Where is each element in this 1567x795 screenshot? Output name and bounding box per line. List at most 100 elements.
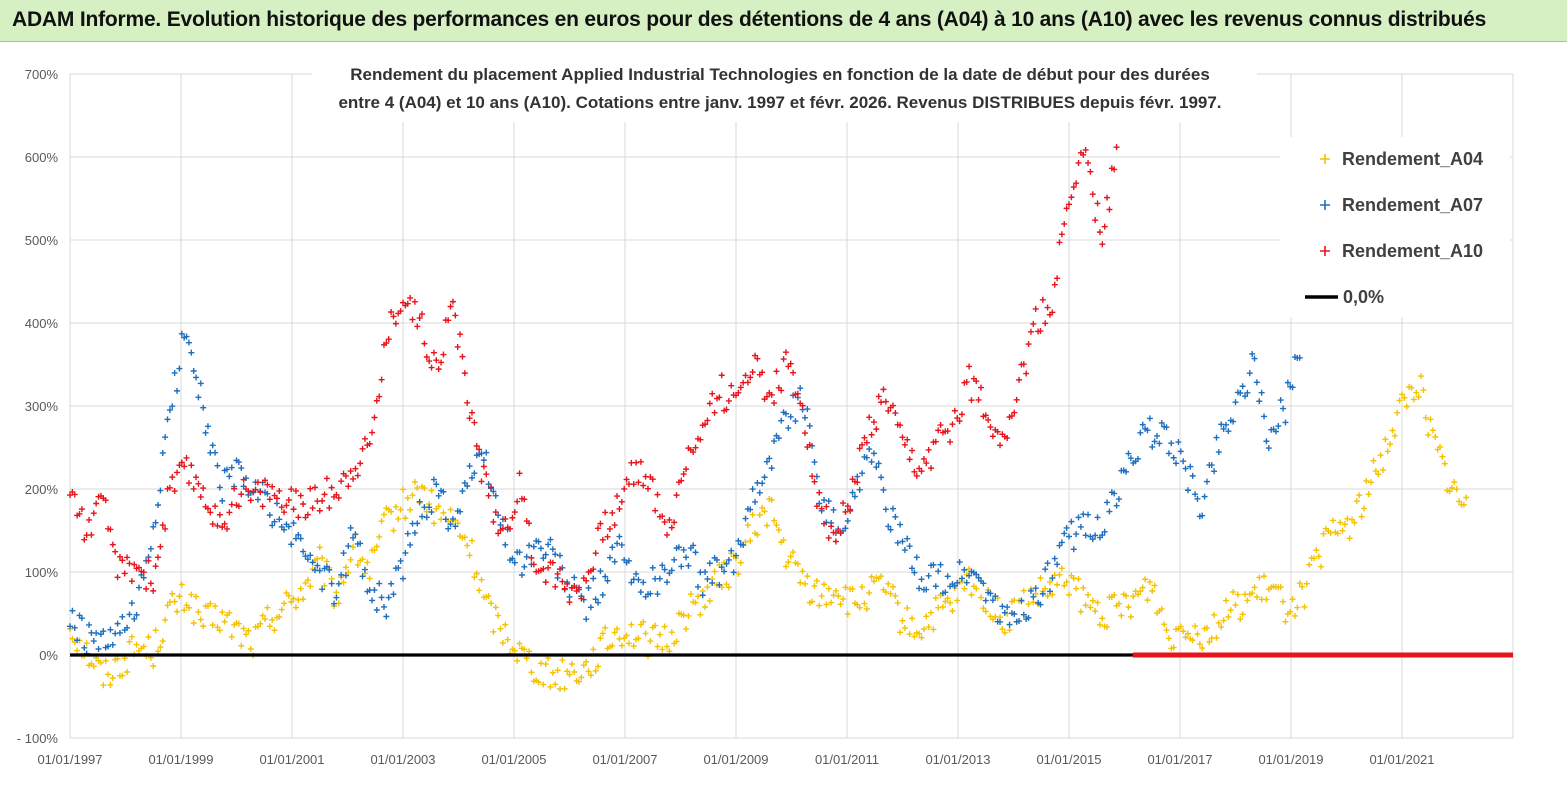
- data-point: [1358, 513, 1365, 520]
- data-point: [664, 531, 671, 538]
- data-point: [81, 536, 88, 543]
- data-point: [913, 472, 920, 479]
- data-point: [678, 563, 685, 570]
- data-point: [899, 538, 906, 545]
- data-point: [1149, 587, 1156, 594]
- data-point: [176, 365, 183, 372]
- data-point: [785, 425, 792, 432]
- data-point: [516, 470, 523, 477]
- data-point: [169, 474, 176, 481]
- data-point: [181, 607, 188, 614]
- data-point: [1206, 638, 1213, 645]
- data-point: [723, 560, 730, 567]
- data-point: [666, 516, 673, 523]
- data-point: [718, 372, 725, 379]
- data-point: [109, 641, 116, 648]
- data-point: [378, 594, 385, 601]
- data-point: [492, 604, 499, 611]
- data-point: [1234, 591, 1241, 598]
- data-point: [1049, 575, 1056, 582]
- data-point: [1189, 472, 1196, 479]
- data-point: [771, 517, 778, 524]
- data-point: [471, 419, 478, 426]
- data-point: [958, 411, 965, 418]
- data-point: [395, 564, 402, 571]
- data-point: [1275, 423, 1282, 430]
- data-point: [994, 428, 1001, 435]
- data-point: [901, 441, 908, 448]
- data-point: [749, 369, 756, 376]
- data-point: [400, 486, 406, 493]
- data-point: [350, 534, 357, 541]
- data-point: [1441, 460, 1448, 467]
- data-point: [426, 504, 433, 511]
- data-point: [609, 544, 616, 551]
- data-point: [440, 488, 447, 495]
- data-point: [304, 556, 311, 563]
- data-point: [683, 554, 690, 561]
- data-point: [502, 621, 509, 628]
- data-point: [730, 569, 737, 576]
- data-point: [162, 434, 169, 441]
- data-point: [1256, 574, 1263, 581]
- data-point: [595, 599, 602, 606]
- data-point: [633, 570, 640, 577]
- data-point: [1149, 443, 1156, 450]
- data-point: [821, 520, 828, 527]
- data-point: [273, 495, 280, 502]
- data-point: [433, 357, 440, 364]
- y-axis-ticks: - 100% 0% 100% 200% 300% 400% 500% 600% 700%: [17, 67, 59, 746]
- data-point: [1211, 468, 1218, 475]
- data-point: [297, 535, 304, 542]
- data-point: [1215, 619, 1222, 626]
- data-point: [656, 631, 663, 638]
- data-point: [302, 553, 309, 560]
- data-point: [937, 422, 944, 429]
- data-point: [918, 634, 925, 641]
- data-point: [466, 463, 473, 470]
- data-point: [609, 642, 616, 649]
- data-point: [121, 570, 128, 577]
- data-point: [1073, 585, 1080, 592]
- data-point: [1151, 582, 1158, 589]
- data-point: [328, 580, 335, 587]
- data-point: [478, 576, 485, 583]
- data-point: [794, 560, 801, 567]
- data-point: [559, 578, 566, 585]
- data-point: [1080, 151, 1087, 158]
- data-point: [185, 339, 192, 346]
- data-point: [901, 624, 908, 631]
- data-point: [262, 616, 269, 623]
- data-point: [1037, 601, 1044, 608]
- data-point: [592, 667, 599, 674]
- data-point: [1208, 462, 1215, 469]
- data-point: [1344, 515, 1351, 522]
- data-point: [892, 410, 899, 417]
- data-point: [90, 663, 97, 670]
- data-point: [966, 572, 973, 579]
- data-point: [435, 492, 442, 499]
- data-point: [416, 315, 423, 322]
- data-point: [499, 639, 506, 646]
- data-point: [409, 316, 416, 323]
- data-point: [704, 584, 711, 591]
- data-point: [823, 503, 830, 510]
- data-point: [673, 638, 680, 645]
- data-point: [143, 585, 150, 592]
- data-point: [552, 681, 559, 688]
- data-point: [859, 583, 866, 590]
- data-point: [935, 568, 942, 575]
- data-point: [599, 591, 606, 598]
- data-point: [1244, 389, 1251, 396]
- data-point: [935, 427, 942, 434]
- data-point: [1042, 320, 1049, 327]
- data-point: [668, 524, 675, 531]
- data-point: [832, 538, 839, 545]
- data-point: [806, 441, 813, 448]
- data-point: [1165, 450, 1172, 457]
- data-point: [1054, 561, 1061, 568]
- data-point: [885, 523, 892, 530]
- data-point: [735, 537, 742, 544]
- data-point: [968, 397, 975, 404]
- data-point: [899, 434, 906, 441]
